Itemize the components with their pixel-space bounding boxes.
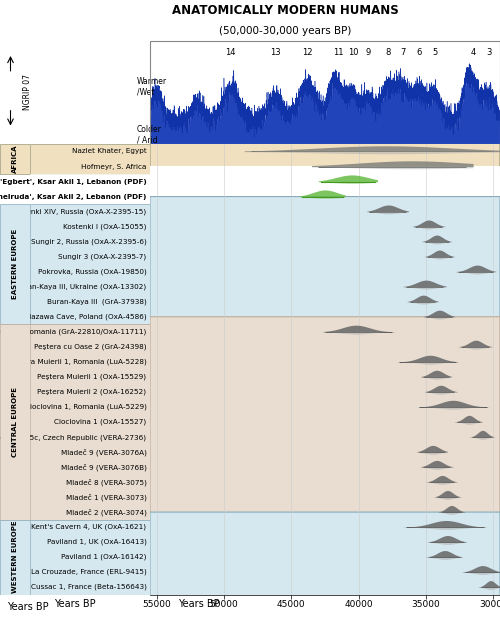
Text: 8: 8: [386, 48, 391, 57]
Text: 10: 10: [348, 48, 358, 57]
Text: AFRICA: AFRICA: [12, 145, 18, 173]
Text: Mladeč 2 (VERA-3074): Mladeč 2 (VERA-3074): [66, 508, 146, 516]
Text: La Crouzade, France (ERL-9415): La Crouzade, France (ERL-9415): [30, 569, 146, 575]
Text: 11: 11: [333, 48, 344, 57]
Text: Kostenki XIV, Russia (OxA-X-2395-15): Kostenki XIV, Russia (OxA-X-2395-15): [12, 208, 146, 215]
Text: Years BP: Years BP: [8, 602, 49, 612]
Text: 'Ethelruda', Ksar Akil 2, Lebanon (PDF): 'Ethelruda', Ksar Akil 2, Lebanon (PDF): [0, 193, 146, 200]
Text: 9: 9: [366, 48, 370, 57]
FancyBboxPatch shape: [150, 317, 500, 527]
Bar: [30, 174, 150, 204]
Text: Mladeč 9 (VERA-3076B): Mladeč 9 (VERA-3076B): [60, 463, 146, 471]
Text: CENTRAL EUROPE: CENTRAL EUROPE: [12, 387, 18, 457]
Text: 13: 13: [270, 48, 280, 57]
Text: NGRIP 07: NGRIP 07: [22, 74, 32, 110]
Text: Paviland 1, UK (OxA-16413): Paviland 1, UK (OxA-16413): [46, 539, 146, 545]
Bar: [0, 520, 30, 595]
Text: Kent's Cavern 4, UK (OxA-1621): Kent's Cavern 4, UK (OxA-1621): [32, 524, 146, 530]
Text: Peştera Muierii 1 (OxA-15529): Peştera Muierii 1 (OxA-15529): [38, 374, 146, 380]
Text: 7: 7: [400, 48, 406, 57]
Text: 6: 6: [416, 48, 422, 57]
Text: Paviland 1 (OxA-16142): Paviland 1 (OxA-16142): [61, 554, 146, 560]
Bar: [0, 324, 30, 520]
Text: Buran-Kaya III, Ukraine (OxA-13302): Buran-Kaya III, Ukraine (OxA-13302): [16, 284, 146, 290]
Text: Cioclovina 1, Romania (LuA-5229): Cioclovina 1, Romania (LuA-5229): [24, 404, 146, 410]
Text: Warmer
/Wet: Warmer /Wet: [136, 78, 166, 97]
Text: 3: 3: [486, 48, 492, 57]
Text: Sungir 3 (OxA-X-2395-7): Sungir 3 (OxA-X-2395-7): [58, 254, 146, 260]
Text: Peştera cu Oase 2 (GrA-24398): Peştera cu Oase 2 (GrA-24398): [34, 344, 146, 350]
Bar: [30, 324, 150, 520]
Text: Buran-Kaya III  (GrA-37938): Buran-Kaya III (GrA-37938): [46, 299, 146, 305]
Text: Sungir 2, Russia (OxA-X-2395-6): Sungir 2, Russia (OxA-X-2395-6): [30, 239, 146, 245]
Bar: [30, 204, 150, 324]
FancyBboxPatch shape: [150, 136, 500, 182]
Text: Mladeč 9 (VERA-3076A): Mladeč 9 (VERA-3076A): [60, 448, 146, 456]
FancyBboxPatch shape: [150, 197, 500, 332]
Text: Cioclovina 1 (OxA-15527): Cioclovina 1 (OxA-15527): [54, 419, 146, 425]
Text: Cussac 1, France (Beta-156643): Cussac 1, France (Beta-156643): [30, 584, 146, 590]
Text: Colder
/ Arid: Colder / Arid: [136, 125, 162, 145]
Text: 14: 14: [226, 48, 236, 57]
Text: Peştera Muierii 2 (OxA-16252): Peştera Muierii 2 (OxA-16252): [38, 389, 146, 395]
Text: Years BP: Years BP: [54, 599, 96, 609]
Text: Oblazawa Cave, Poland (OxA-4586): Oblazawa Cave, Poland (OxA-4586): [19, 314, 146, 320]
Bar: [30, 520, 150, 595]
Bar: [0, 144, 30, 174]
Text: WESTERN EUROPE: WESTERN EUROPE: [12, 521, 18, 593]
FancyBboxPatch shape: [150, 512, 500, 602]
Text: 4: 4: [470, 48, 476, 57]
FancyBboxPatch shape: [150, 167, 500, 212]
Text: 12: 12: [302, 48, 313, 57]
Text: Pokrovka, Russia (OxA-19850): Pokrovka, Russia (OxA-19850): [38, 269, 146, 275]
Text: Kostenki I (OxA-15055): Kostenki I (OxA-15055): [63, 223, 146, 230]
Text: Years BP: Years BP: [178, 599, 220, 609]
Text: Peştera Muierii 1, Romania (LuA-5228): Peştera Muierii 1, Romania (LuA-5228): [8, 359, 146, 365]
Bar: [30, 144, 150, 174]
Text: 5: 5: [433, 48, 438, 57]
Bar: [0, 204, 30, 324]
Text: Hofmeyr, S. Africa: Hofmeyr, S. Africa: [81, 163, 146, 170]
Text: ANATOMICALLY MODERN HUMANS: ANATOMICALLY MODERN HUMANS: [172, 4, 398, 17]
Text: 'Egbert', Ksar Akil 1, Lebanon (PDF): 'Egbert', Ksar Akil 1, Lebanon (PDF): [0, 178, 146, 185]
Text: EASTERN EUROPE: EASTERN EUROPE: [12, 229, 18, 299]
Text: Peştera cu Oase 1, Romania (GrA-22810/OxA-11711): Peştera cu Oase 1, Romania (GrA-22810/Ox…: [0, 329, 146, 335]
Text: Mladeč 8 (VERA-3075): Mladeč 8 (VERA-3075): [66, 478, 146, 486]
Text: Mladeč 25c, Czech Republic (VERA-2736): Mladeč 25c, Czech Republic (VERA-2736): [0, 433, 146, 441]
Text: (50,000-30,000 years BP): (50,000-30,000 years BP): [219, 26, 351, 36]
Text: Mladeč 1 (VERA-3073): Mladeč 1 (VERA-3073): [66, 493, 146, 501]
Text: Nazlet Khater, Egypt: Nazlet Khater, Egypt: [72, 148, 146, 155]
